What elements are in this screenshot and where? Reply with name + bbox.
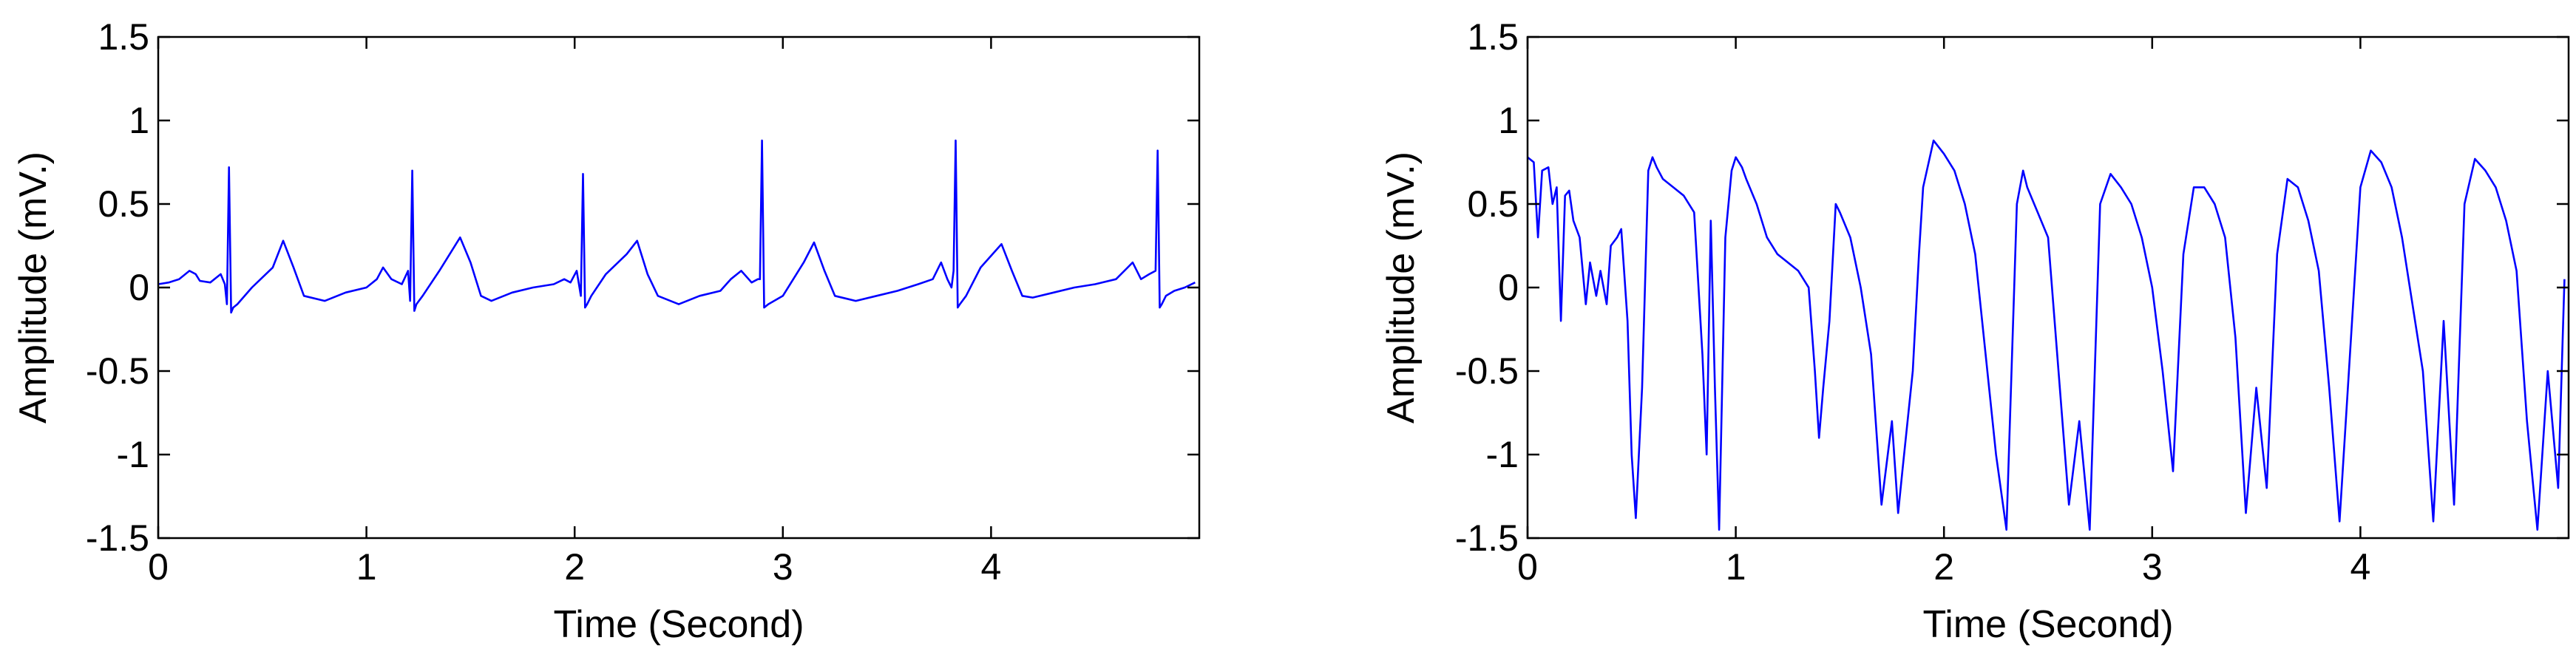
left-x-tick-label: 1 bbox=[356, 546, 377, 588]
left-y-tick-label: 0 bbox=[129, 267, 149, 308]
left-y-ticks: 1.5 1 0.5 0 -0.5 -1 -1.5 bbox=[86, 16, 1199, 559]
left-y-tick-label: -1.5 bbox=[86, 517, 149, 559]
left-x-tick-label: 0 bbox=[148, 546, 169, 588]
left-y-axis-label: Amplitude (mV.) bbox=[12, 152, 55, 424]
right-y-axis-label: Amplitude (mV.) bbox=[1380, 152, 1423, 424]
right-y-tick-label: -1.5 bbox=[1455, 517, 1519, 559]
right-y-tick-label: -0.5 bbox=[1455, 350, 1519, 392]
right-ecg-trace bbox=[1527, 139, 2566, 531]
right-x-tick-label: 3 bbox=[2142, 546, 2163, 588]
right-plot-background bbox=[1528, 37, 2569, 538]
left-y-tick-label: -1 bbox=[117, 434, 149, 475]
left-y-tick-label: 0.5 bbox=[98, 183, 149, 225]
left-x-tick-label: 4 bbox=[980, 546, 1001, 588]
right-axes-box bbox=[1526, 35, 2570, 540]
left-plot-background bbox=[158, 37, 1199, 538]
right-x-tick-label: 0 bbox=[1517, 546, 1538, 588]
right-x-tick-label: 1 bbox=[1726, 546, 1746, 588]
left-chart: 1.5 1 0.5 0 -0.5 -1 -1.5 0 1 2 3 4 Time (Second) A… bbox=[12, 16, 1201, 646]
left-ecg-trace bbox=[157, 139, 1196, 314]
left-x-tick-label: 2 bbox=[564, 546, 585, 588]
left-y-tick-label: -0.5 bbox=[86, 350, 149, 392]
right-y-tick-label: 1 bbox=[1498, 100, 1519, 141]
right-y-ticks: 1.5 1 0.5 0 -0.5 -1 -1.5 bbox=[1455, 16, 2569, 559]
right-y-tick-label: 1.5 bbox=[1467, 16, 1519, 58]
left-y-tick-label: 1 bbox=[129, 100, 149, 141]
left-y-tick-label: 1.5 bbox=[98, 16, 149, 58]
right-chart: 1.5 1 0.5 0 -0.5 -1 -1.5 0 1 2 3 4 Time (Second) A… bbox=[1380, 16, 2570, 646]
right-x-tick-label: 2 bbox=[1933, 546, 1954, 588]
left-x-axis-label: Time (Second) bbox=[553, 603, 804, 646]
right-y-tick-label: 0.5 bbox=[1467, 183, 1519, 225]
right-x-tick-label: 4 bbox=[2350, 546, 2370, 588]
right-x-ticks: 0 1 2 3 4 bbox=[1517, 37, 2370, 588]
right-y-tick-label: -1 bbox=[1486, 434, 1519, 475]
right-x-axis-label: Time (Second) bbox=[1922, 603, 2173, 646]
right-y-tick-label: 0 bbox=[1498, 267, 1519, 308]
left-x-tick-label: 3 bbox=[773, 546, 793, 588]
left-axes-box bbox=[157, 35, 1201, 540]
